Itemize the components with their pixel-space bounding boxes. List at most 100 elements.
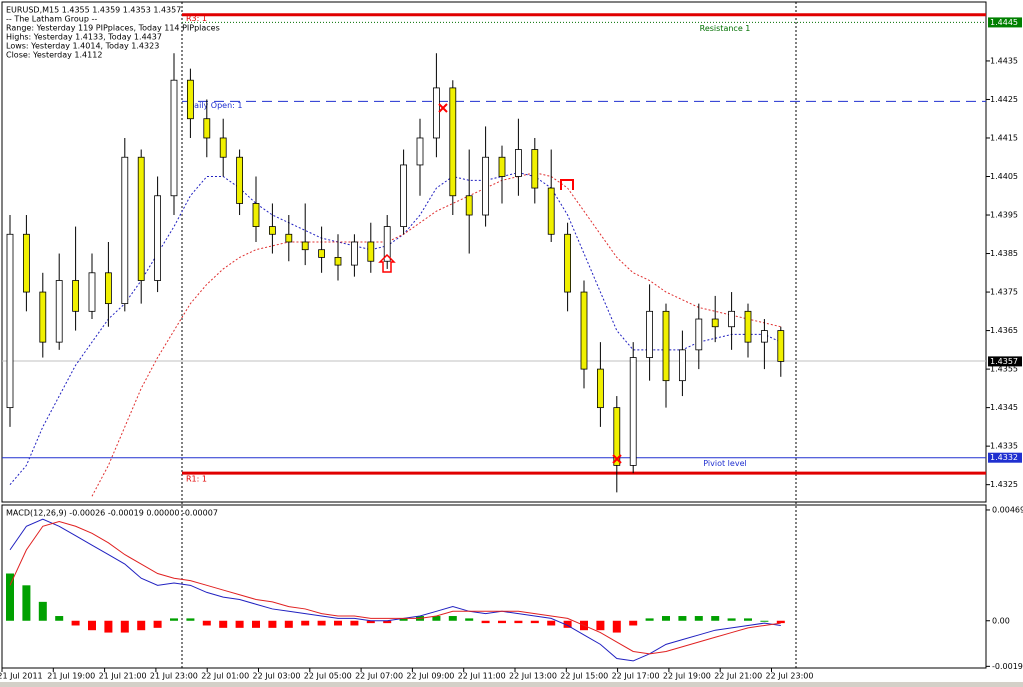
macd-bar [448, 616, 457, 621]
macd-bar [301, 620, 310, 626]
y2-tick-label: -0.00193 [992, 662, 1023, 671]
macd-bar [268, 620, 277, 628]
candle-body [432, 87, 440, 139]
signal-cross [612, 454, 622, 464]
macd-bar [104, 620, 113, 633]
macd-bar [776, 620, 785, 624]
x-tick-label: 22 Jul 03:00 [253, 672, 301, 681]
candle-body [72, 280, 79, 312]
candle-body [465, 195, 473, 216]
candle-body [580, 291, 588, 370]
macd-bar [662, 616, 670, 621]
candle-body [564, 233, 571, 293]
candle-body [679, 349, 686, 382]
y2-tick-label: 0.00469 [992, 505, 1023, 514]
candle-body [711, 318, 719, 328]
x-tick-label: 22 Jul 19:00 [663, 672, 711, 681]
info-line: Range: Yesterday 119 PIPplaces, Today 11… [6, 24, 220, 33]
y-tick-label: 1.4375 [990, 288, 1018, 297]
macd-bar [170, 618, 178, 621]
candle-body [400, 164, 408, 227]
y-tick-label: 1.4365 [990, 326, 1018, 335]
x-tick-label: 21 Jul 2011 [0, 672, 43, 681]
macd-line [9, 521, 781, 655]
x-tick-label: 21 Jul 21:00 [99, 672, 147, 681]
info-line: Close: Yesterday 1.4112 [6, 51, 102, 60]
price-tag [988, 17, 1022, 28]
price-panel [1, 1, 987, 503]
candle-body [6, 233, 14, 409]
macd-bar [219, 620, 228, 628]
macd-bar [711, 616, 720, 621]
macd-bar [202, 620, 211, 626]
x-tick-label: 22 Jul 15:00 [560, 672, 608, 681]
candle-body [744, 310, 752, 343]
macd-bar [88, 620, 96, 631]
y-tick-label: 1.4325 [990, 480, 1018, 489]
x-tick-label: 22 Jul 23:00 [766, 672, 814, 681]
candle-body [416, 137, 424, 166]
y-tick-label: 1.4395 [990, 211, 1018, 220]
candle-body [728, 310, 735, 328]
moving-average [91, 172, 781, 497]
x-tick-label: 22 Jul 13:00 [509, 672, 557, 681]
y-tick-label: 1.4355 [990, 365, 1018, 374]
candle-body [761, 330, 768, 343]
macd-bar [481, 620, 490, 624]
macd-bar [252, 620, 260, 628]
candle-body [22, 233, 30, 293]
macd-bar [71, 620, 80, 626]
macd-bar [6, 573, 14, 621]
candle-body [629, 357, 637, 466]
y-tick-label: 1.4405 [990, 172, 1018, 181]
candle-body [236, 156, 244, 204]
x-tick-label: 22 Jul 17:00 [612, 672, 660, 681]
macd-bar [678, 616, 687, 621]
candle-body [154, 195, 162, 281]
macd-title: MACD(12,26,9) -0.00026 -0.00019 0.00000 … [6, 509, 218, 518]
macd-bar [694, 616, 703, 621]
macd-bar [629, 620, 638, 626]
macd-bar [514, 620, 523, 624]
chart-title: EURUSD,M15 1.4355 1.4359 1.4353 1.4357 [6, 6, 181, 15]
candle-body [547, 187, 555, 235]
candle-body [383, 226, 391, 262]
candle-body [301, 241, 309, 251]
macd-bar [317, 620, 326, 626]
macd-panel [1, 504, 987, 669]
macd-bar [366, 620, 375, 624]
macd-bar [547, 620, 556, 626]
level-label: Daily Open: 1 [188, 101, 242, 110]
level-label: R3: 1 [186, 14, 207, 23]
macd-bar [432, 616, 441, 621]
macd-bar [727, 618, 736, 621]
x-tick-label: 22 Jul 09:00 [406, 672, 454, 681]
x-tick-label: 22 Jul 01:00 [201, 672, 249, 681]
x-tick-label: 21 Jul 23:00 [150, 672, 198, 681]
y2-tick-label: 0.00 [992, 616, 1010, 625]
macd-bar [137, 620, 146, 631]
macd-bar [596, 620, 605, 631]
macd-bar [153, 620, 162, 628]
y-tick-label: 1.4435 [990, 56, 1018, 65]
candle-body [55, 280, 63, 343]
candle-body [449, 87, 457, 197]
level-label: Piviot level [703, 459, 746, 468]
macd-bar [498, 620, 506, 624]
candle-body [88, 272, 96, 312]
candle-body [777, 330, 785, 362]
macd-bar [612, 620, 621, 633]
signal-arrow [378, 253, 396, 273]
macd-bar [22, 585, 31, 621]
x-tick-label: 22 Jul 05:00 [304, 672, 352, 681]
price-tag [988, 356, 1022, 367]
y-tick-label: 1.4335 [990, 442, 1018, 451]
candle-body [482, 156, 490, 216]
macd-line [9, 518, 781, 662]
macd-bar [530, 620, 539, 624]
price-tag [988, 452, 1022, 463]
x-tick-label: 22 Jul 21:00 [714, 672, 762, 681]
y-tick-label: 1.4415 [990, 133, 1018, 142]
